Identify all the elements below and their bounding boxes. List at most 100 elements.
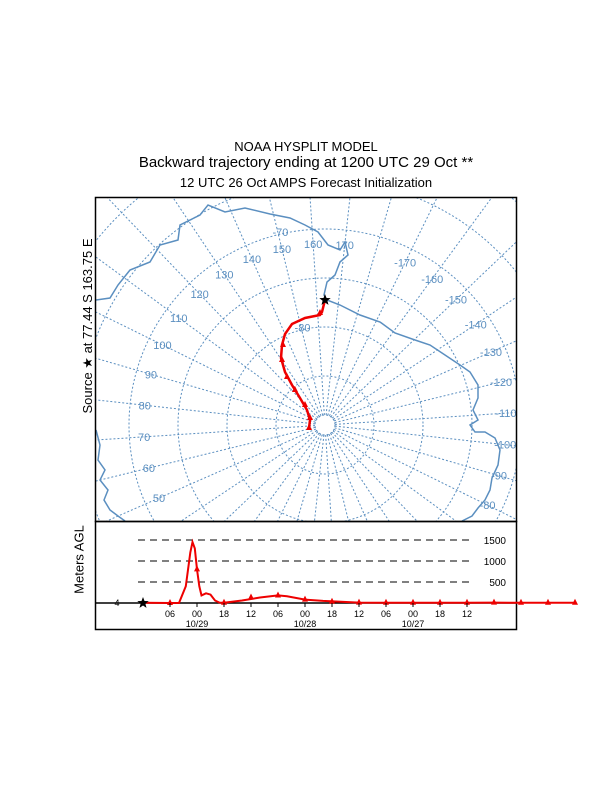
- time-tick-label: 00: [408, 609, 418, 619]
- coastline-antarctica: [96, 204, 501, 521]
- meridian-line: [331, 241, 516, 419]
- longitude-label: 160: [304, 239, 322, 251]
- longitude-label: -160: [421, 274, 443, 286]
- meridian-line: [96, 425, 316, 441]
- height-marker: [248, 593, 254, 600]
- time-tick-label: 12: [246, 609, 256, 619]
- meridian-line: [96, 357, 316, 423]
- longitude-label: -120: [490, 377, 512, 389]
- height-series-line: [142, 538, 575, 604]
- longitude-label: 70: [138, 432, 150, 444]
- latitude-circle: [226, 326, 424, 521]
- meridian-line: [334, 412, 516, 425]
- time-tick-label: 00: [300, 609, 310, 619]
- meridian-line: [334, 377, 516, 424]
- model-title: NOAA HYSPLIT MODEL: [234, 139, 378, 154]
- latitude-circle: [96, 198, 516, 521]
- latitude-circle: [177, 277, 473, 521]
- trajectory-marker: [307, 414, 313, 420]
- longitude-label: 110: [170, 313, 188, 325]
- meridian-line: [96, 399, 316, 425]
- latitude-circle: [275, 375, 375, 475]
- meridian-line: [326, 434, 349, 521]
- height-marker: [572, 598, 578, 605]
- trajectory-marker: [284, 373, 290, 379]
- height-marker: [302, 595, 308, 602]
- meridian-line: [309, 198, 325, 416]
- meridian-line: [107, 198, 319, 419]
- height-marker: [275, 591, 281, 598]
- meridian-line: [269, 198, 324, 416]
- trajectory-marker: [306, 424, 312, 430]
- height-marker: [194, 565, 200, 572]
- trajectory-marker: [302, 401, 308, 407]
- trajectory-marker: [317, 309, 323, 315]
- longitude-label: 50: [153, 493, 165, 505]
- longitude-label: 150: [273, 244, 291, 256]
- latitude-label: -80: [295, 323, 311, 335]
- meridian-line: [327, 198, 392, 416]
- source-star-icon: [319, 294, 331, 305]
- start-height-label: 4: [114, 598, 119, 608]
- coastline-west: [96, 429, 126, 521]
- latitude-label: -70: [273, 227, 289, 239]
- height-panel: 1500 1000 500 4 06 00 18 12 06 00 18 12 06 00 18 12 10/2…: [96, 536, 578, 629]
- date-label: 10/28: [294, 619, 317, 629]
- longitude-label: 130: [215, 269, 233, 281]
- longitude-label: -140: [465, 319, 487, 331]
- meridian-line: [330, 198, 492, 418]
- meridian-line: [325, 198, 351, 416]
- trajectory-marker: [292, 386, 298, 392]
- meridian-line: [96, 256, 318, 420]
- height-level-label: 500: [489, 578, 506, 589]
- longitude-label: -70: [463, 527, 479, 539]
- height-level-label: 1500: [484, 536, 507, 547]
- time-tick-label: 18: [327, 609, 337, 619]
- height-marker: [491, 598, 497, 605]
- height-marker: [518, 598, 524, 605]
- latitude-circle: [96, 198, 516, 242]
- longitude-label: 90: [145, 369, 157, 381]
- initialization-subtitle: 12 UTC 26 Oct AMPS Forecast Initializati…: [179, 175, 433, 190]
- longitude-label: 140: [243, 254, 261, 266]
- meridian-line: [328, 433, 368, 521]
- longitude-label: 120: [190, 289, 208, 301]
- longitude-label: -100: [494, 440, 516, 452]
- longitude-label: 80: [139, 400, 151, 412]
- longitude-label: -170: [394, 257, 416, 269]
- longitude-label: 40: [168, 521, 180, 533]
- meridian-line: [333, 340, 516, 422]
- meridian-line: [331, 431, 418, 521]
- time-tick-label: 06: [273, 609, 283, 619]
- height-marker: [410, 598, 416, 605]
- longitude-label: -110: [495, 408, 516, 420]
- meridian-line: [328, 198, 438, 417]
- trajectory-marker: [279, 356, 285, 362]
- height-marker: [356, 598, 362, 605]
- longitude-label: -80: [480, 500, 496, 512]
- longitude-label: 100: [153, 340, 171, 352]
- longitude-label: 170: [336, 240, 354, 252]
- height-marker: [167, 599, 173, 605]
- meridian-line: [334, 427, 516, 482]
- trajectory: [279, 294, 331, 430]
- height-marker: [464, 598, 470, 605]
- meridian-line: [333, 428, 516, 520]
- longitude-label: -90: [491, 471, 507, 483]
- meridian-line: [181, 430, 317, 521]
- time-tick-label: 06: [165, 609, 175, 619]
- time-tick-label: 18: [219, 609, 229, 619]
- trajectory-path: [279, 299, 327, 429]
- date-label: 10/29: [186, 619, 209, 629]
- meridian-line: [333, 296, 516, 420]
- time-tick-label: 12: [354, 609, 364, 619]
- height-panel-frame: [94, 520, 518, 631]
- meridian-line: [277, 433, 322, 521]
- time-tick-label: 18: [435, 609, 445, 619]
- meridian-line: [96, 426, 316, 482]
- height-marker: [437, 598, 443, 605]
- height-marker: [545, 598, 551, 605]
